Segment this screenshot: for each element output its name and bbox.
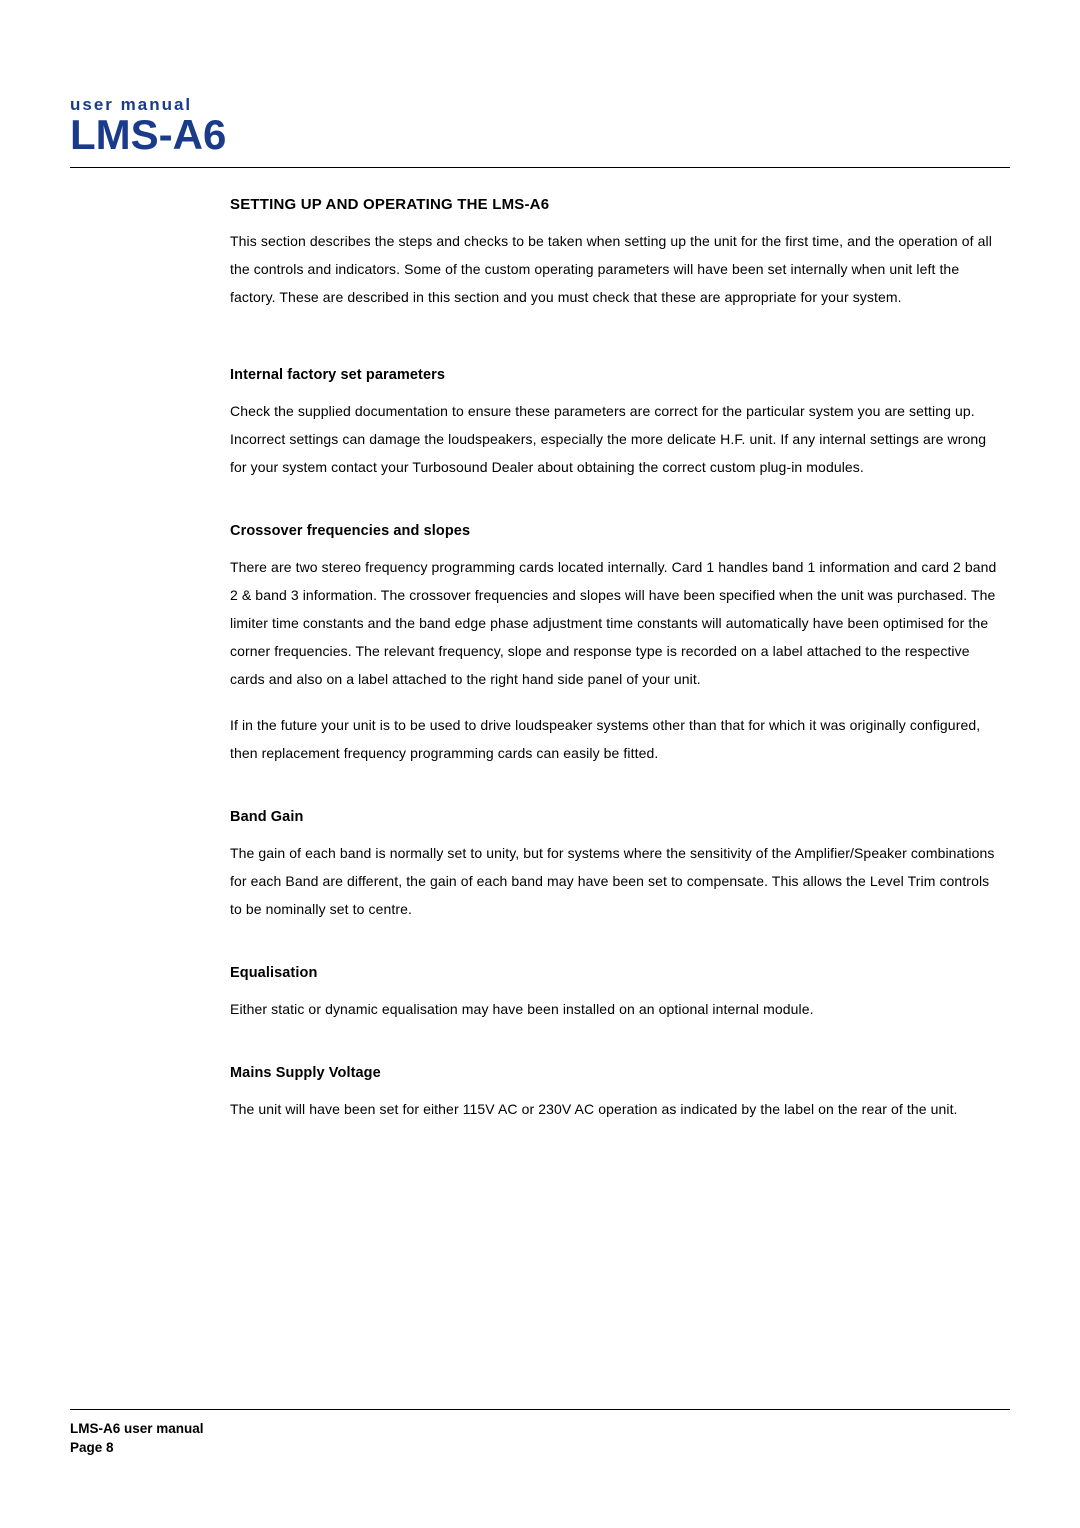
crossover-paragraph-2: If in the future your unit is to be used… xyxy=(230,711,1000,767)
mains-paragraph: The unit will have been set for either 1… xyxy=(230,1095,1000,1123)
internal-params-heading: Internal factory set parameters xyxy=(230,367,1000,383)
header-title: LMS-A6 xyxy=(70,111,1010,159)
band-gain-heading: Band Gain xyxy=(230,809,1000,825)
page-footer: LMS-A6 user manual Page 8 xyxy=(70,1409,1010,1458)
crossover-heading: Crossover frequencies and slopes xyxy=(230,523,1000,539)
band-gain-paragraph: The gain of each band is normally set to… xyxy=(230,839,1000,923)
equalisation-paragraph: Either static or dynamic equalisation ma… xyxy=(230,995,1000,1023)
intro-paragraph: This section describes the steps and che… xyxy=(230,227,1000,311)
page-container: user manual LMS-A6 SETTING UP AND OPERAT… xyxy=(0,0,1080,1205)
internal-params-paragraph: Check the supplied documentation to ensu… xyxy=(230,397,1000,481)
footer-line-2: Page 8 xyxy=(70,1439,1010,1458)
document-header: user manual LMS-A6 xyxy=(70,95,1010,168)
mains-heading: Mains Supply Voltage xyxy=(230,1065,1000,1081)
equalisation-heading: Equalisation xyxy=(230,965,1000,981)
main-section-heading: SETTING UP AND OPERATING THE LMS-A6 xyxy=(230,196,1000,213)
content-area: SETTING UP AND OPERATING THE LMS-A6 This… xyxy=(70,196,1010,1123)
footer-line-1: LMS-A6 user manual xyxy=(70,1420,1010,1439)
crossover-paragraph-1: There are two stereo frequency programmi… xyxy=(230,553,1000,693)
